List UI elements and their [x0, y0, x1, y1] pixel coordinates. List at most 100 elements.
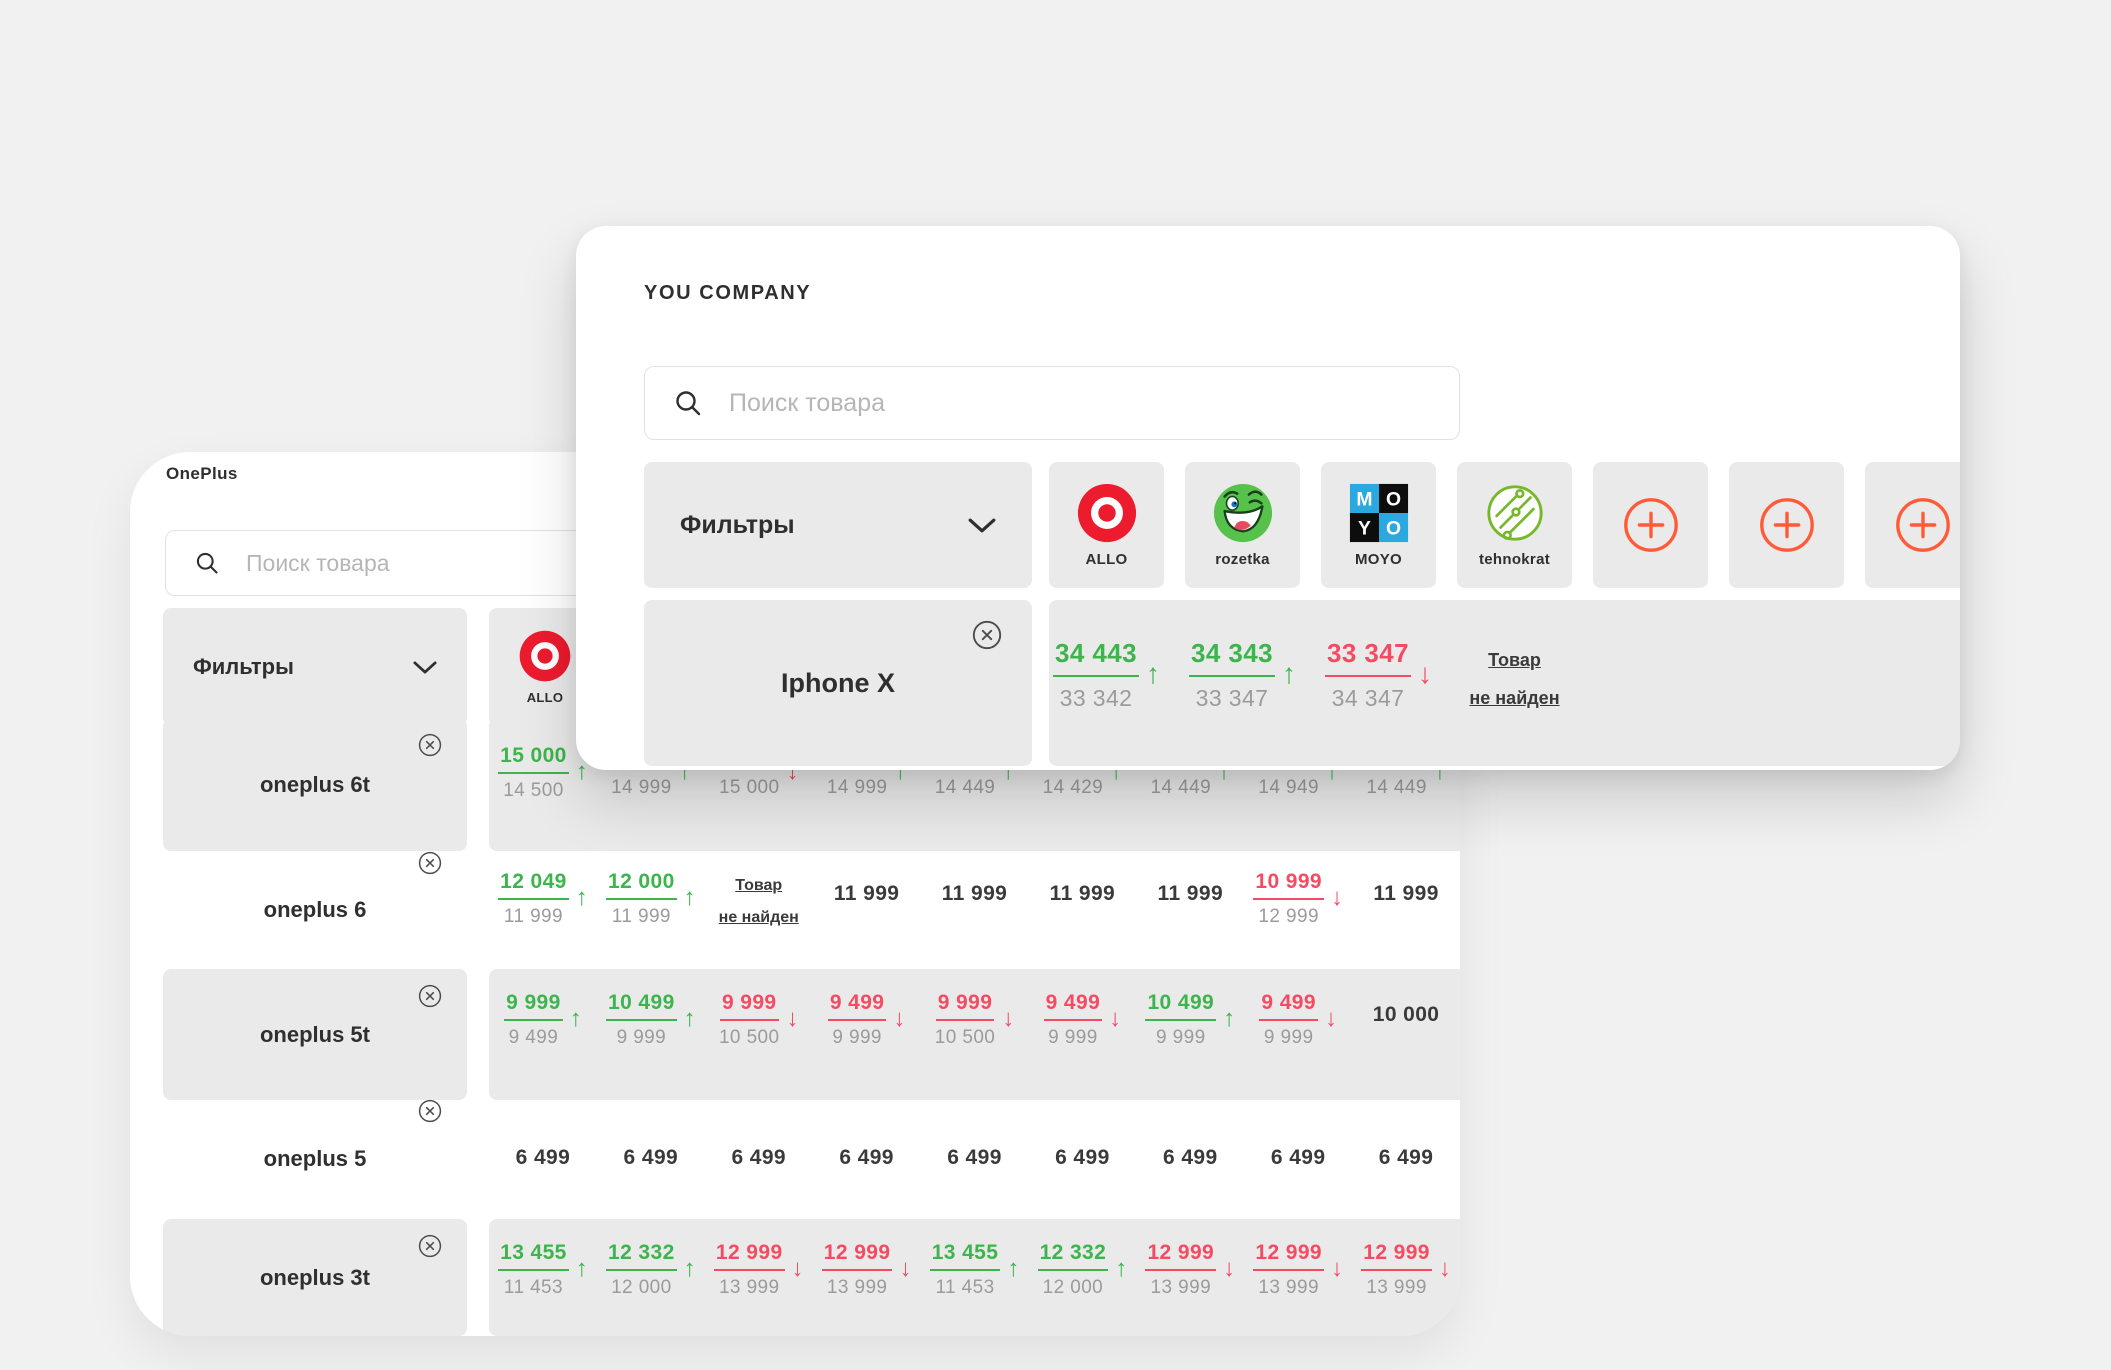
price-strip: 9 999 9 499 ↑ 10 499 9 999 ↑ 9 999 10 500 ↓ 9 499…: [489, 969, 1460, 1100]
price-cell: [1729, 638, 1844, 766]
product-label: oneplus 5: [263, 1146, 367, 1171]
old-price: 14 449: [1150, 777, 1212, 798]
old-price: 13 999: [1258, 1277, 1319, 1298]
old-price: 10 500: [718, 1027, 780, 1048]
front-filters-dropdown[interactable]: Фильтры: [644, 462, 1032, 588]
close-icon[interactable]: [415, 981, 445, 1011]
up-arrow-icon: ↑: [1002, 758, 1015, 785]
old-price: 9 999: [832, 1027, 882, 1048]
old-price: 14 999: [611, 777, 672, 798]
up-arrow-icon: ↑: [683, 1255, 696, 1282]
price-cell: 34 343 33 347 ↑: [1185, 638, 1300, 766]
price-link[interactable]: 12 000: [606, 870, 677, 900]
price-link[interactable]: 12 999: [1253, 1241, 1324, 1271]
old-price: 9 999: [616, 1027, 667, 1048]
front-card-you-company: YOU COMPANY Фильтры ALLOrozetkaMOYOMOYOt…: [576, 226, 1960, 770]
up-arrow-icon: ↑: [678, 758, 691, 785]
close-icon[interactable]: [415, 848, 445, 878]
store-tile-allo[interactable]: ALLO: [1049, 462, 1164, 588]
front-search-input[interactable]: [727, 387, 1431, 419]
down-arrow-icon: ↓: [1223, 1255, 1236, 1282]
old-price: 12 000: [1042, 1277, 1104, 1298]
price-cell: 10 999 12 999 ↓: [1244, 870, 1352, 958]
down-arrow-icon: ↓: [791, 1255, 804, 1282]
product-chip-oneplus-6: oneplus 6: [163, 851, 467, 958]
price-link[interactable]: 10 999: [1253, 870, 1324, 900]
up-arrow-icon: ↑: [1223, 1005, 1236, 1032]
price-link[interactable]: 9 999: [935, 991, 995, 1021]
price-cell: 34 443 33 342 ↑: [1049, 638, 1164, 766]
old-price: 11 999: [503, 906, 563, 927]
down-arrow-icon: ↓: [1331, 884, 1343, 911]
price-cell: 6 499: [597, 1134, 705, 1208]
old-price: 9 999: [1263, 1027, 1314, 1048]
not-found-link[interactable]: Товар не найден: [718, 877, 799, 926]
front-filters-label: Фильтры: [680, 510, 795, 539]
price-cell: 12 999 13 999 ↓: [705, 1241, 813, 1336]
price-cell: 11 999: [1028, 870, 1136, 958]
price-cell: 11 999: [1136, 870, 1244, 958]
price-link[interactable]: 13 455: [929, 1241, 1001, 1271]
price-link[interactable]: 12 332: [606, 1241, 677, 1271]
close-icon[interactable]: [415, 730, 445, 760]
old-price: 12 000: [611, 1277, 672, 1298]
store-tile-rozetka[interactable]: rozetka: [1185, 462, 1300, 588]
price-link[interactable]: 9 499: [1043, 991, 1103, 1021]
price-link[interactable]: 34 443: [1053, 638, 1139, 677]
add-store-button[interactable]: [1865, 462, 1960, 588]
price-static: 6 499: [1163, 1146, 1218, 1169]
old-price: 13 999: [1366, 1277, 1427, 1298]
allo-icon: [518, 629, 572, 683]
store-tile-moyo[interactable]: M O Y O MOYO: [1321, 462, 1436, 588]
store-name: ALLO: [526, 690, 564, 705]
price-link[interactable]: 9 499: [827, 991, 887, 1021]
price-link[interactable]: 9 499: [1259, 991, 1318, 1021]
up-arrow-icon: ↑: [1007, 1255, 1020, 1282]
price-link[interactable]: 12 999: [1145, 1241, 1217, 1271]
close-icon[interactable]: [968, 616, 1006, 654]
store-name: ALLO: [1085, 551, 1128, 568]
close-icon[interactable]: [415, 1096, 445, 1126]
rozetka-icon: [1212, 482, 1274, 544]
chevron-down-icon: [413, 661, 437, 674]
price-link[interactable]: 9 999: [504, 991, 563, 1021]
price-link[interactable]: 12 999: [821, 1241, 893, 1271]
price-link[interactable]: 12 049: [498, 870, 569, 900]
close-icon[interactable]: [415, 1231, 445, 1261]
price-link[interactable]: 12 332: [1037, 1241, 1109, 1271]
add-store-button[interactable]: [1729, 462, 1844, 588]
price-cell: 6 499: [1244, 1134, 1352, 1208]
price-cell: 6 499: [1136, 1134, 1244, 1208]
price-static: 10 000: [1372, 1003, 1440, 1026]
back-filters-dropdown[interactable]: Фильтры: [163, 608, 467, 726]
price-link[interactable]: 9 999: [719, 991, 779, 1021]
store-tile-tehnokrat[interactable]: tehnokrat: [1457, 462, 1572, 588]
price-link[interactable]: 10 499: [606, 991, 677, 1021]
price-cell: Товар не найден: [705, 870, 813, 958]
product-label: oneplus 5t: [259, 1021, 370, 1047]
price-link[interactable]: 33 347: [1325, 638, 1411, 677]
old-price: 9 999: [1048, 1027, 1098, 1048]
up-arrow-icon: ↑: [575, 884, 588, 911]
old-price: 14 949: [1258, 777, 1319, 798]
price-cell: 6 499: [1352, 1134, 1460, 1208]
add-store-button[interactable]: [1593, 462, 1708, 588]
table-row: oneplus 6 12 049 11 999 ↑ 12 000 11 999 ↑ Товар…: [130, 851, 1460, 958]
price-link[interactable]: 10 499: [1145, 991, 1217, 1021]
price-link[interactable]: 15 000: [498, 744, 569, 774]
price-link[interactable]: 13 455: [498, 1241, 569, 1271]
price-static: 6 499: [731, 1146, 786, 1169]
price-strip: 6 499 6 499 6 499 6 499 6 499 6 499 6 499 6 499…: [489, 1110, 1460, 1208]
price-link[interactable]: 12 999: [713, 1241, 785, 1271]
svg-text:M: M: [1356, 488, 1372, 510]
price-static: 11 999: [1157, 882, 1224, 905]
price-link[interactable]: 34 343: [1189, 638, 1275, 677]
price-link[interactable]: 12 999: [1361, 1241, 1432, 1271]
not-found-link[interactable]: Товар не найден: [1469, 650, 1560, 708]
product-label: oneplus 3t: [259, 1264, 370, 1290]
up-arrow-icon: ↑: [1325, 758, 1338, 785]
up-arrow-icon: ↑: [1218, 758, 1231, 785]
product-label: oneplus 6t: [259, 771, 370, 797]
table-row: oneplus 3t 13 455 11 453 ↑ 12 332 12 000 ↑ 12 9…: [130, 1219, 1460, 1336]
product-price-row: 34 443 33 342 ↑ 34 343 33 347 ↑ 33 347 34 347 ↓ Т…: [1049, 600, 1960, 766]
